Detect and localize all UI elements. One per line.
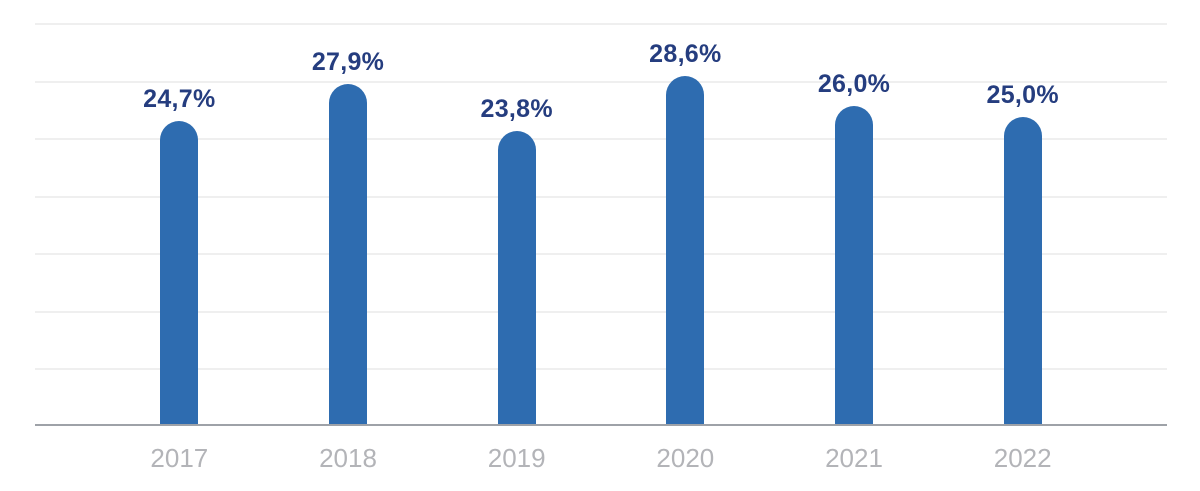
- bar-value-label: 25,0%: [986, 81, 1059, 110]
- gridline: [35, 196, 1167, 198]
- bar-column: 26,0%: [770, 23, 939, 424]
- gridline: [35, 253, 1167, 255]
- gridlines-layer: [35, 23, 1167, 424]
- bar: [666, 75, 705, 424]
- bar-value-label: 23,8%: [480, 95, 553, 123]
- bar-value-label: 26,0%: [817, 69, 891, 98]
- gridline: [35, 81, 1167, 83]
- x-tick-label: 2021: [825, 443, 883, 473]
- plot-area: 24,7% 27,9% 23,8% 28,6% 26,0% 25,0%: [35, 23, 1167, 426]
- bar: [160, 120, 199, 424]
- bar-column: 23,8%: [432, 23, 601, 424]
- x-tick-label: 2022: [993, 443, 1052, 473]
- bar: [329, 83, 367, 424]
- x-tick-label: 2017: [150, 443, 209, 473]
- x-tick-label: 2020: [656, 443, 715, 473]
- bar-column: 24,7%: [95, 23, 264, 424]
- bar: [1003, 117, 1042, 424]
- x-axis-labels: 2017 2018 2019 2020 2021 2022: [35, 443, 1167, 474]
- gridline: [35, 311, 1167, 313]
- x-tick-label: 2019: [487, 443, 546, 473]
- x-tick-label: 2018: [319, 443, 377, 473]
- bar-value-label: 24,7%: [143, 84, 216, 113]
- bar-column: 25,0%: [938, 23, 1107, 424]
- gridline: [35, 138, 1167, 140]
- bar: [835, 105, 874, 424]
- bar-column: 28,6%: [601, 23, 770, 424]
- bar-value-label: 27,9%: [311, 47, 385, 76]
- bar-column: 27,9%: [264, 23, 433, 424]
- gridline: [35, 23, 1167, 25]
- gridline: [35, 368, 1167, 370]
- bar-value-label: 28,6%: [649, 39, 722, 68]
- bar: [497, 131, 536, 424]
- bars-layer: 24,7% 27,9% 23,8% 28,6% 26,0% 25,0%: [35, 23, 1167, 424]
